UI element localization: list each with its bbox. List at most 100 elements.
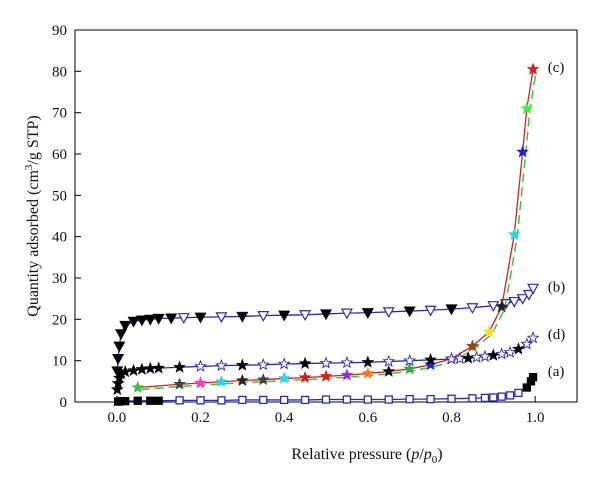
data-point — [522, 383, 531, 392]
data-point — [300, 395, 310, 405]
data-point — [384, 395, 393, 404]
y-tick-label: 70 — [52, 106, 67, 122]
data-point — [135, 315, 148, 327]
data-point — [424, 353, 438, 366]
data-point — [277, 357, 291, 370]
data-point — [319, 309, 333, 321]
data-point — [127, 363, 141, 377]
data-point — [119, 320, 132, 332]
data-point — [528, 373, 538, 382]
data-point — [526, 62, 540, 75]
curve-label: (c) — [548, 60, 565, 76]
data-point — [278, 310, 291, 322]
data-point — [520, 101, 534, 115]
data-point — [342, 395, 352, 404]
x-tick-label: 0.0 — [107, 410, 126, 426]
data-point — [194, 312, 207, 324]
data-point — [382, 364, 396, 377]
data-point — [146, 396, 155, 405]
data-series — [110, 62, 540, 406]
data-point — [194, 376, 207, 389]
y-tick-label: 90 — [52, 23, 67, 39]
data-point — [154, 396, 163, 405]
data-point — [382, 307, 395, 319]
data-point — [426, 394, 435, 404]
data-point — [143, 361, 157, 375]
series-d — [110, 331, 540, 396]
data-point — [173, 360, 187, 373]
data-point — [175, 396, 184, 405]
x-tick-label: 0.8 — [442, 410, 461, 426]
data-point — [256, 358, 270, 371]
data-point — [361, 355, 375, 368]
data-point — [319, 356, 333, 369]
y-tick-label: 20 — [52, 312, 67, 328]
data-point — [482, 324, 496, 338]
data-point — [196, 396, 205, 405]
data-point — [495, 347, 509, 360]
y-axis-title: Quantity adsorbed (cm3/g STP) — [23, 115, 42, 316]
plot-frame — [74, 29, 578, 403]
x-tick-label: 0.2 — [191, 410, 210, 426]
data-point — [217, 396, 226, 405]
x-tick-label: 1.0 — [526, 410, 545, 426]
y-tick-label: 10 — [52, 354, 67, 370]
data-point — [152, 361, 166, 374]
data-point — [468, 394, 477, 403]
data-point — [403, 362, 417, 375]
data-point — [235, 358, 249, 371]
data-point — [131, 380, 145, 394]
data-point — [256, 372, 270, 386]
series-a — [113, 373, 538, 406]
data-point — [508, 296, 521, 308]
data-point — [516, 294, 529, 305]
data-point — [495, 300, 509, 313]
data-point — [299, 310, 312, 322]
data-point — [522, 289, 535, 301]
data-point — [520, 337, 534, 350]
data-point — [298, 370, 312, 384]
x-axis-title: Relative pressure (p/p0) — [291, 446, 442, 466]
data-point — [466, 303, 479, 314]
data-point — [177, 313, 190, 324]
data-point — [503, 345, 517, 358]
curve-label: (b) — [548, 279, 566, 295]
data-point — [340, 308, 353, 320]
data-point — [516, 145, 530, 158]
data-point — [514, 388, 523, 398]
data-point — [238, 395, 247, 405]
data-point — [403, 353, 417, 367]
data-point — [489, 393, 498, 402]
data-point — [480, 393, 490, 403]
data-point — [257, 311, 270, 322]
data-point — [235, 373, 249, 387]
data-point — [424, 305, 437, 317]
data-point — [527, 283, 540, 295]
y-tick-label: 30 — [52, 271, 67, 287]
x-tick-label: 0.4 — [275, 410, 294, 426]
data-point — [505, 391, 515, 400]
axis-ticks: 0.0 0.2 0.4 0.6 0.8 1.0 0 10 20 30 40 50 60 70 80 90 — [52, 23, 545, 426]
curve-labels: (c) (b) (d) (a) — [548, 60, 566, 380]
data-point — [214, 374, 228, 388]
data-point — [152, 313, 165, 325]
data-point — [144, 314, 157, 326]
data-point — [114, 329, 128, 341]
data-point — [321, 395, 331, 404]
data-point — [403, 306, 416, 318]
data-point — [478, 349, 492, 363]
data-point — [298, 356, 312, 370]
data-point — [445, 304, 458, 316]
data-point — [497, 392, 506, 401]
data-point — [424, 358, 438, 371]
data-point — [382, 354, 396, 367]
series-c — [131, 62, 540, 394]
y-tick-label: 40 — [52, 230, 67, 246]
data-point — [236, 311, 249, 323]
data-point — [127, 316, 140, 328]
data-point — [215, 312, 228, 324]
y-tick-label: 50 — [52, 188, 67, 204]
data-point — [487, 301, 500, 312]
data-point — [121, 397, 130, 406]
